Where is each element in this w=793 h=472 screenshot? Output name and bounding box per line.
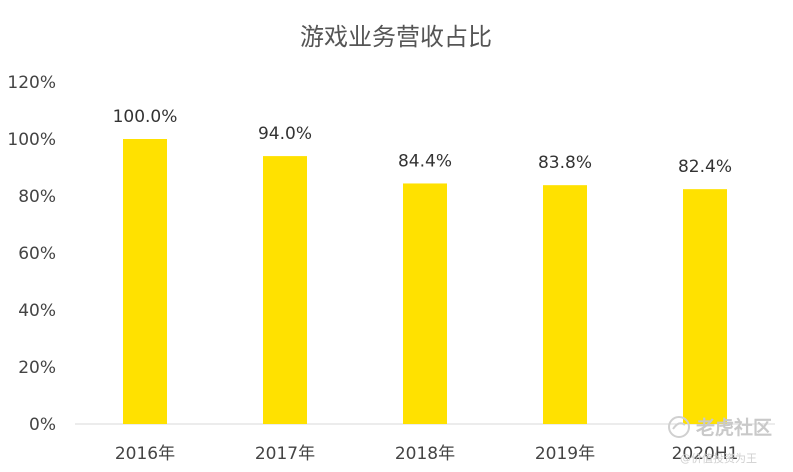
- y-tick-label: 80%: [18, 187, 56, 207]
- data-label: 84.4%: [398, 151, 452, 171]
- bar: [683, 189, 727, 424]
- y-axis: 0% 20% 40% 60% 80% 100% 120%: [7, 73, 56, 435]
- data-label: 83.8%: [538, 153, 592, 173]
- data-label: 94.0%: [258, 124, 312, 144]
- x-tick-label: 2016年: [115, 444, 175, 464]
- x-tick-label: 2020H1: [672, 444, 739, 464]
- y-tick-label: 100%: [7, 130, 56, 150]
- watermark-sub: @价值投资为王: [680, 451, 757, 465]
- x-axis-ticks: 2016年 2017年 2018年 2019年 2020H1: [115, 444, 739, 464]
- watermark: 老虎社区 @价值投资为王: [668, 416, 772, 465]
- x-tick-label: 2019年: [535, 444, 595, 464]
- bar: [263, 156, 307, 424]
- bar: [543, 185, 587, 424]
- x-tick-label: 2017年: [255, 444, 315, 464]
- tiger-logo-icon: [668, 416, 690, 438]
- watermark-brand: 老虎社区: [696, 416, 772, 439]
- data-labels-group: 100.0% 94.0% 84.4% 83.8% 82.4%: [113, 107, 732, 177]
- data-label: 100.0%: [113, 107, 178, 127]
- x-tick-label: 2018年: [395, 444, 455, 464]
- bar: [403, 183, 447, 424]
- y-tick-label: 20%: [18, 358, 56, 378]
- y-tick-label: 60%: [18, 244, 56, 264]
- y-tick-label: 120%: [7, 73, 56, 93]
- bars-group: [123, 139, 727, 424]
- chart-title: 游戏业务营收占比: [300, 23, 492, 51]
- y-tick-label: 40%: [18, 301, 56, 321]
- y-tick-label: 0%: [29, 415, 56, 435]
- data-label: 82.4%: [678, 157, 732, 177]
- bar: [123, 139, 167, 424]
